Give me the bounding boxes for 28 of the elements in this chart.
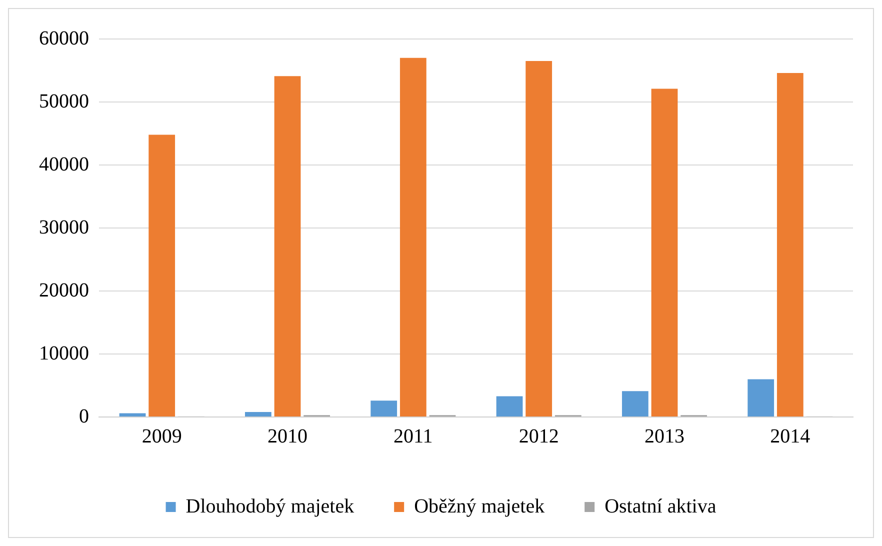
bar xyxy=(400,58,426,416)
x-tick-label: 2013 xyxy=(644,425,684,448)
y-tick-label: 60000 xyxy=(39,27,89,50)
bar xyxy=(148,134,176,416)
legend-label: Ostatní aktiva xyxy=(604,495,716,518)
legend-label: Oběžný majetek xyxy=(414,495,545,518)
x-tick-label: 2010 xyxy=(268,425,308,448)
x-tick-label: 2012 xyxy=(518,425,559,448)
bar xyxy=(119,413,146,416)
bar xyxy=(496,396,523,416)
bar xyxy=(776,73,804,416)
y-tick-label: 40000 xyxy=(39,153,89,176)
bar xyxy=(370,400,398,416)
x-tick-label: 2009 xyxy=(142,425,182,448)
bar xyxy=(244,412,272,416)
bar xyxy=(651,88,678,416)
bar xyxy=(526,61,552,416)
x-tick-label: 2011 xyxy=(394,425,433,448)
bar xyxy=(274,76,301,416)
bar xyxy=(622,391,648,416)
y-tick-label: 50000 xyxy=(39,90,89,112)
y-tick-label: 0 xyxy=(79,405,89,428)
y-tick-label: 20000 xyxy=(39,279,89,302)
x-tick-label: 2014 xyxy=(770,425,810,448)
y-tick-label: 10000 xyxy=(39,342,89,364)
legend-label: Dlouhodobý majetek xyxy=(186,495,354,518)
bar xyxy=(748,379,774,416)
y-tick-label: 30000 xyxy=(39,216,89,238)
